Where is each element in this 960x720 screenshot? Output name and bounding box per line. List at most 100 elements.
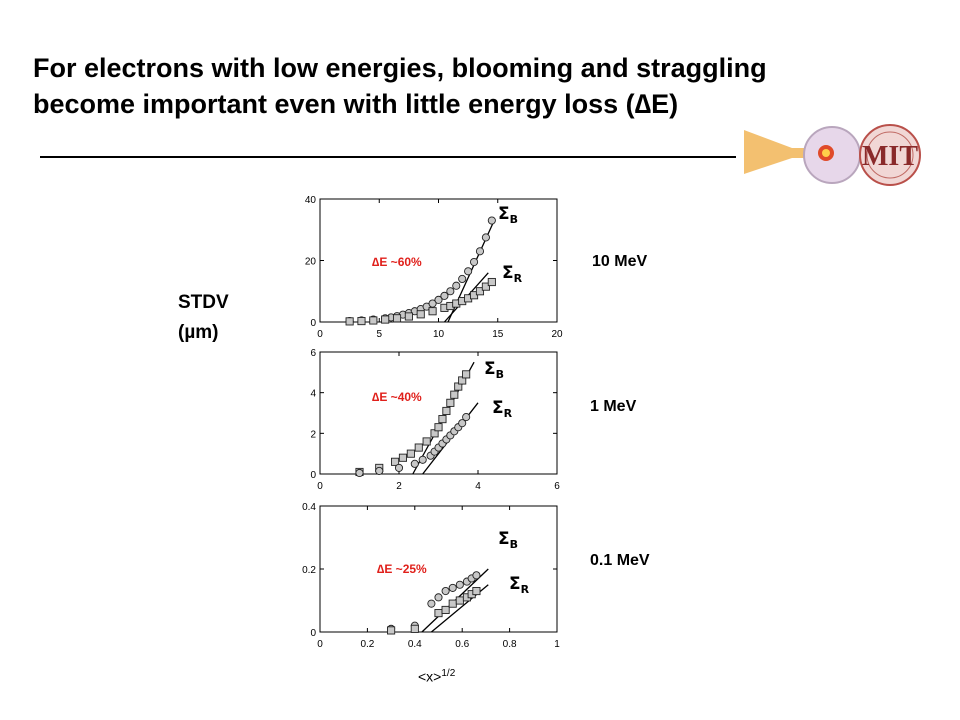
data-point (462, 370, 471, 379)
data-point (394, 463, 404, 472)
data-point (455, 596, 464, 605)
y-tick-label: 0.4 (302, 502, 316, 513)
x-tick-label: 0.6 (455, 639, 469, 650)
y-tick-label: 0 (310, 318, 316, 329)
data-point (475, 287, 485, 296)
data-point (487, 277, 496, 287)
data-point (427, 599, 436, 608)
data-point (434, 423, 443, 432)
data-point (428, 307, 437, 316)
x-tick-label: 6 (554, 481, 560, 492)
data-point (487, 216, 496, 225)
data-point (475, 247, 485, 256)
x-tick-label: 1 (554, 639, 560, 650)
data-point (448, 583, 457, 592)
y-tick-label: 0.2 (302, 565, 316, 576)
y-axis-label: STDV (µm) (178, 292, 229, 343)
data-point (438, 415, 447, 424)
data-point (375, 466, 384, 476)
data-point (469, 257, 479, 267)
data-point (446, 287, 455, 296)
x-tick-label: 5 (376, 329, 382, 340)
data-point (391, 457, 400, 466)
data-point (369, 316, 378, 325)
title-line-2: become important even with little energy… (33, 89, 679, 119)
y-tick-label: 4 (310, 389, 316, 400)
data-point (406, 449, 415, 458)
x-tick-label: 0.2 (360, 639, 374, 650)
data-point (387, 626, 396, 635)
x-tick-label: 2 (396, 481, 402, 492)
data-point (462, 413, 471, 422)
delta-e-annotation: ∆E ~60% (372, 255, 422, 269)
energy-label-1mev: 1 MeV (590, 398, 637, 415)
energy-label-01mev: 0.1 MeV (590, 552, 650, 569)
data-point (458, 274, 467, 284)
data-point (422, 437, 431, 446)
series-label: ΣB (498, 204, 518, 226)
data-point (381, 315, 390, 324)
y-tick-label: 40 (305, 195, 317, 206)
y-tick-label: 2 (310, 429, 316, 440)
data-point (418, 455, 427, 464)
x-tick-label: 10 (433, 329, 445, 340)
series-label: ΣR (502, 263, 523, 285)
title-line-1: For electrons with low energies, bloomin… (33, 53, 767, 83)
data-point (464, 267, 473, 276)
series-label: ΣR (509, 574, 530, 596)
data-point (472, 571, 481, 580)
data-point (441, 587, 450, 596)
data-point (442, 406, 451, 416)
delta-e-annotation: ∆E ~25% (377, 562, 427, 576)
data-point (481, 233, 490, 242)
data-point (452, 281, 461, 290)
plot-frame (319, 351, 558, 475)
data-point (434, 609, 443, 618)
data-point (441, 605, 450, 614)
data-point (410, 459, 419, 468)
data-point (434, 295, 443, 304)
data-point (392, 314, 402, 323)
data-point (448, 599, 457, 608)
energy-label-10mev: 10 MeV (592, 253, 648, 270)
data-point (345, 317, 354, 326)
x-tick-label: 0 (317, 639, 323, 650)
data-point (481, 282, 490, 291)
y-tick-label: 6 (310, 348, 316, 359)
y-tick-label: 0 (310, 470, 316, 481)
x-tick-label: 0.4 (408, 639, 422, 650)
series-label: ΣB (498, 529, 518, 551)
data-point (472, 587, 481, 596)
x-tick-label: 4 (475, 481, 481, 492)
page-title: For electrons with low energies, bloomin… (33, 50, 933, 122)
seal-icon (859, 124, 921, 186)
data-point (450, 390, 459, 399)
logo-text: MIT (862, 141, 918, 172)
x-tick-label: 0 (317, 329, 323, 340)
x-tick-label: 0 (317, 481, 323, 492)
data-point (416, 310, 425, 319)
data-point (440, 291, 449, 300)
delta-e-annotation: ∆E ~40% (372, 390, 422, 404)
x-axis-title: <x>1/2 (418, 668, 456, 685)
data-point (404, 312, 413, 321)
data-point (398, 453, 408, 462)
data-point (455, 580, 464, 589)
data-point (357, 317, 366, 326)
series-label: ΣR (492, 398, 513, 420)
data-point (428, 299, 437, 308)
data-point (355, 468, 364, 478)
mit-logo: MIT (744, 124, 921, 186)
series-label: ΣB (484, 359, 504, 381)
data-point (410, 624, 419, 633)
y-tick-label: 0 (310, 628, 316, 639)
x-tick-label: 15 (492, 329, 504, 340)
data-point (434, 593, 443, 602)
y-tick-label: 20 (305, 257, 317, 268)
data-point (458, 419, 467, 428)
x-tick-label: 20 (551, 329, 563, 340)
title-divider (40, 156, 736, 158)
x-tick-label: 0.8 (503, 639, 517, 650)
data-point (414, 443, 423, 452)
